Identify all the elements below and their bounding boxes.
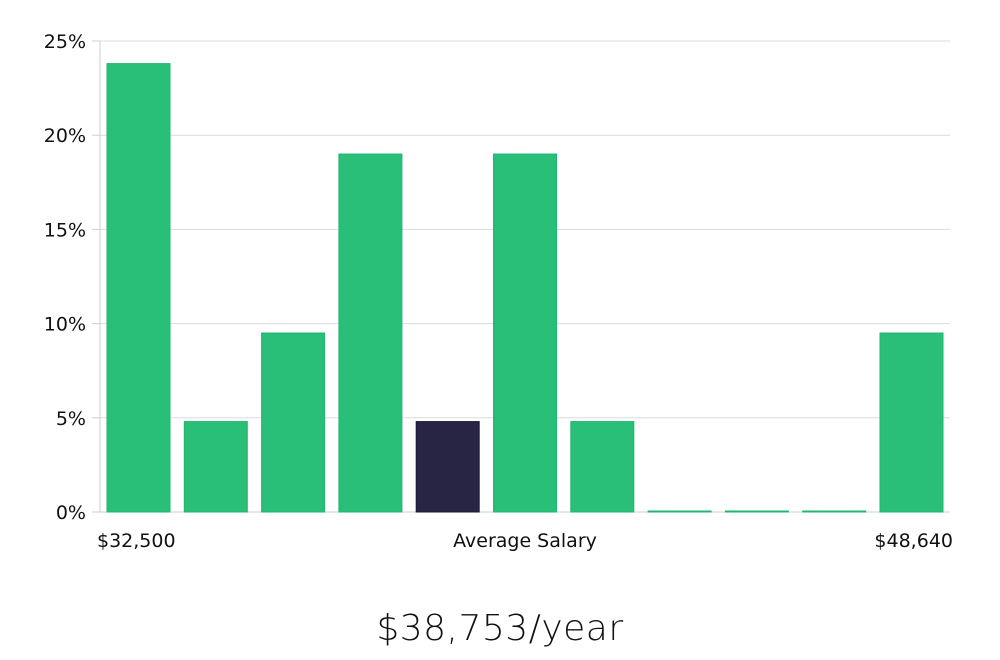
salary-histogram-chart: 0%5%10%15%20%25% $32,500 Average Salary …: [44, 31, 953, 552]
bar: [802, 510, 867, 513]
x-max-label: $48,640: [874, 530, 953, 552]
bar: [106, 63, 171, 513]
bar-highlighted-average: [415, 421, 480, 513]
bar: [879, 332, 944, 513]
x-min-label: $32,500: [97, 530, 176, 552]
y-tick-label: 10%: [44, 314, 86, 336]
bar: [570, 421, 635, 513]
bar: [647, 510, 712, 513]
bar: [724, 510, 789, 513]
average-salary-value: $38,753/year: [376, 608, 624, 649]
x-axis-title: Average Salary: [453, 530, 597, 552]
bar: [338, 153, 403, 513]
y-tick-label: 0%: [56, 502, 86, 524]
y-tick-label: 5%: [56, 408, 86, 430]
y-tick-label: 20%: [44, 125, 86, 147]
bar: [261, 332, 326, 513]
bar: [183, 421, 248, 513]
y-tick-label: 25%: [44, 31, 86, 53]
bars: [106, 63, 944, 513]
y-tick-label: 15%: [44, 219, 86, 241]
y-tick-labels: 0% 5% 10% 15% 20% 25%: [44, 31, 86, 524]
bar: [493, 153, 557, 513]
